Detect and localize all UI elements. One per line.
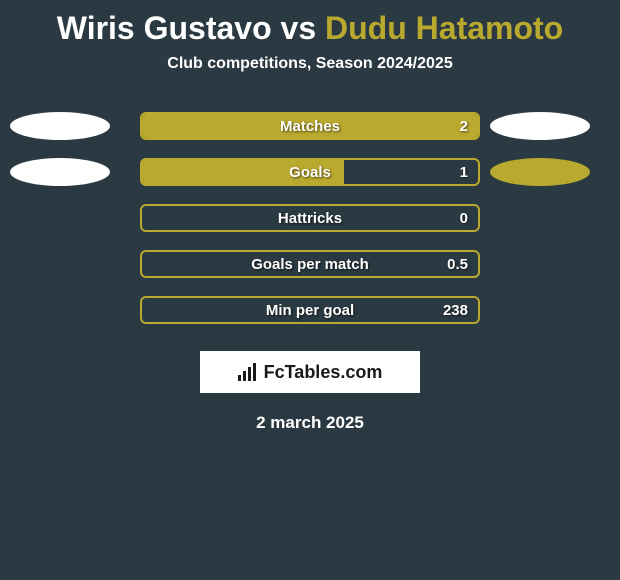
left-ellipse xyxy=(10,158,110,186)
stat-bar: Goals1 xyxy=(140,158,480,186)
page-title: Wiris Gustavo vs Dudu Hatamoto xyxy=(0,0,620,55)
stat-bar: Matches2 xyxy=(140,112,480,140)
stat-bar: Goals per match0.5 xyxy=(140,250,480,278)
left-ellipse xyxy=(10,112,110,140)
stat-label: Matches xyxy=(142,118,478,135)
stat-row: Matches2 xyxy=(0,103,620,149)
stat-bar: Hattricks0 xyxy=(140,204,480,232)
stat-label: Min per goal xyxy=(142,302,478,319)
vs-text: vs xyxy=(281,10,317,46)
stat-row: Goals1 xyxy=(0,149,620,195)
stat-label: Goals xyxy=(142,164,478,181)
stat-row: Hattricks0 xyxy=(0,195,620,241)
subtitle: Club competitions, Season 2024/2025 xyxy=(0,55,620,73)
stat-value: 238 xyxy=(443,302,468,319)
stat-row: Min per goal238 xyxy=(0,287,620,333)
right-ellipse xyxy=(490,158,590,186)
right-ellipse xyxy=(490,112,590,140)
stat-label: Goals per match xyxy=(142,256,478,273)
stat-value: 0 xyxy=(460,210,468,227)
date: 2 march 2025 xyxy=(0,413,620,433)
stat-value: 0.5 xyxy=(447,256,468,273)
stat-label: Hattricks xyxy=(142,210,478,227)
logo-box: FcTables.com xyxy=(200,351,420,393)
stat-value: 1 xyxy=(460,164,468,181)
stats-container: Matches2Goals1Hattricks0Goals per match0… xyxy=(0,103,620,333)
logo-text: FcTables.com xyxy=(264,362,383,383)
player2-name: Dudu Hatamoto xyxy=(325,10,563,46)
player1-name: Wiris Gustavo xyxy=(57,10,272,46)
chart-icon xyxy=(238,363,258,381)
stat-row: Goals per match0.5 xyxy=(0,241,620,287)
stat-value: 2 xyxy=(460,118,468,135)
stat-bar: Min per goal238 xyxy=(140,296,480,324)
